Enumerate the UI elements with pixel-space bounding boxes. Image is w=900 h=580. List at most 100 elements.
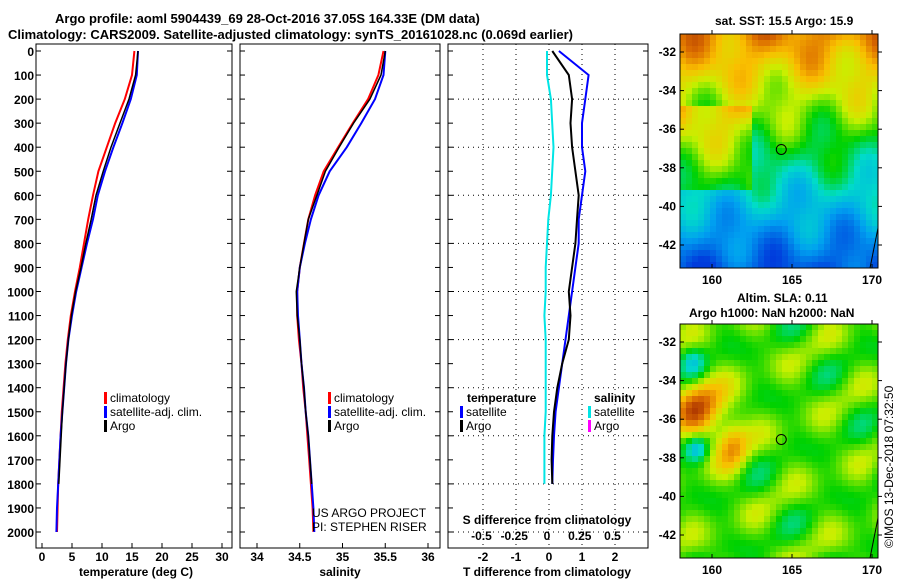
- sla-map-cell: [686, 540, 692, 546]
- sst-map-cell: [680, 94, 686, 100]
- sla-map-cell: [716, 378, 722, 384]
- sla-map-cell: [806, 462, 812, 468]
- sla-map-cell: [830, 546, 836, 552]
- sst-map-cell: [764, 166, 770, 172]
- sst-map-cell: [788, 58, 794, 64]
- sla-map-cell: [746, 444, 752, 450]
- sla-map-cell: [716, 426, 722, 432]
- sla-map-cell: [692, 546, 698, 552]
- sst-map-cell: [872, 52, 878, 58]
- sla-map-cell: [752, 456, 758, 462]
- depth-tick-label: 700: [14, 213, 34, 227]
- sst-map-cell: [734, 94, 740, 100]
- sst-map-cell: [680, 232, 686, 238]
- sst-map-cell: [770, 130, 776, 136]
- sst-map-cell: [830, 88, 836, 94]
- sla-map-cell: [686, 324, 692, 330]
- sst-map-cell: [746, 124, 752, 130]
- sst-map-cell: [728, 136, 734, 142]
- sst-map-cell: [860, 238, 866, 244]
- sst-map-cell: [686, 94, 692, 100]
- sla-map-cell: [788, 426, 794, 432]
- sla-map-cell: [770, 510, 776, 516]
- sst-map-cell: [722, 166, 728, 172]
- sst-map-cell: [746, 130, 752, 136]
- sla-map-cell: [740, 336, 746, 342]
- sla-map-cell: [872, 390, 878, 396]
- sst-map-cell: [776, 106, 782, 112]
- sla-map-cell: [680, 348, 686, 354]
- sla-map-cell: [794, 486, 800, 492]
- sst-map-cell: [734, 220, 740, 226]
- sst-map-cell: [794, 208, 800, 214]
- sst-map-cell: [740, 250, 746, 256]
- sst-map-cell: [680, 214, 686, 220]
- sst-map-cell: [812, 88, 818, 94]
- sla-map-cell: [794, 504, 800, 510]
- sla-map-cell: [830, 408, 836, 414]
- sst-map-cell: [812, 46, 818, 52]
- s-diff-tick-label: 0.5: [604, 529, 621, 543]
- sst-map-cell: [782, 112, 788, 118]
- sla-map-cell: [866, 408, 872, 414]
- sla-map-cell: [836, 468, 842, 474]
- sla-map-cell: [776, 372, 782, 378]
- sst-map-cell: [734, 250, 740, 256]
- sst-map-cell: [788, 172, 794, 178]
- sla-map-cell: [770, 432, 776, 438]
- sla-map-cell: [776, 438, 782, 444]
- sst-map-cell: [800, 256, 806, 262]
- depth-tick-label: 1500: [7, 406, 34, 420]
- sst-map-cell: [710, 238, 716, 244]
- sla-map-cell: [740, 552, 746, 558]
- sla-map-cell: [704, 432, 710, 438]
- sst-map-cell: [824, 238, 830, 244]
- sst-map-cell: [686, 136, 692, 142]
- sla-map-cell: [854, 432, 860, 438]
- sla-map-cell: [734, 342, 740, 348]
- sst-map-cell: [734, 46, 740, 52]
- sst-map-cell: [842, 118, 848, 124]
- sla-map-cell: [848, 402, 854, 408]
- sla-map-cell: [788, 504, 794, 510]
- sst-map-cell: [704, 232, 710, 238]
- sla-map-cell: [794, 390, 800, 396]
- sla-map-cell: [872, 402, 878, 408]
- sst-map-cell: [830, 124, 836, 130]
- sst-map-cell: [716, 148, 722, 154]
- sla-map-cell: [854, 498, 860, 504]
- sla-map-cell: [824, 534, 830, 540]
- sst-map-cell: [824, 100, 830, 106]
- sst-map-cell: [842, 214, 848, 220]
- sst-map-cell: [722, 154, 728, 160]
- sst-map-cell: [854, 100, 860, 106]
- sla-map-cell: [686, 498, 692, 504]
- sla-map-cell: [758, 390, 764, 396]
- sst-map-cell: [788, 94, 794, 100]
- sla-map-cell: [842, 372, 848, 378]
- sst-map-cell: [752, 76, 758, 82]
- sst-map-cell: [800, 136, 806, 142]
- sla-map-cell: [716, 330, 722, 336]
- sla-map-cell: [716, 396, 722, 402]
- sst-map-cell: [740, 244, 746, 250]
- sst-map-cell: [692, 238, 698, 244]
- sst-map-cell: [680, 190, 686, 196]
- t-diff-axis-label: T difference from climatology: [463, 565, 631, 579]
- sla-map-cell: [812, 468, 818, 474]
- sla-map-cell: [728, 480, 734, 486]
- sst-map-cell: [872, 124, 878, 130]
- sla-map-cell: [728, 384, 734, 390]
- sla-map-cell: [764, 468, 770, 474]
- sla-map-cell: [722, 486, 728, 492]
- sst-map-cell: [776, 244, 782, 250]
- sla-map-cell: [704, 522, 710, 528]
- sla-map-cell: [734, 384, 740, 390]
- sla-map-cell: [734, 450, 740, 456]
- sla-map-cell: [716, 438, 722, 444]
- sst-map-cell: [800, 220, 806, 226]
- sst-map-cell: [866, 106, 872, 112]
- sst-map-cell: [728, 148, 734, 154]
- sla-map-cell: [812, 372, 818, 378]
- sst-map-cell: [740, 184, 746, 190]
